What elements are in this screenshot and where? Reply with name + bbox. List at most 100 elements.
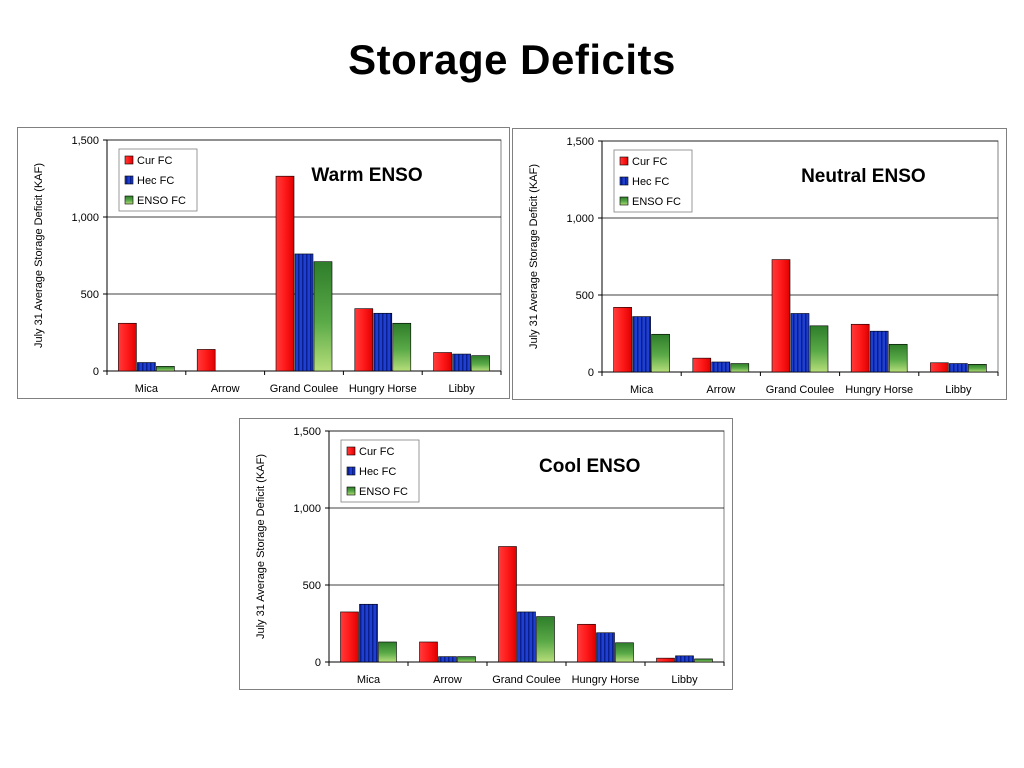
legend-swatch-enso xyxy=(346,486,356,496)
bar-hec-grand-coulee xyxy=(790,313,810,373)
bar-enso-libby xyxy=(968,364,987,373)
legend-swatch-enso xyxy=(619,196,629,206)
y-tick-label: 1,500 xyxy=(293,426,321,438)
legend-swatch-hec xyxy=(124,175,134,185)
bar-cur-grand-coulee xyxy=(771,259,791,373)
bar-enso-libby xyxy=(471,355,490,372)
y-tick-label: 1,000 xyxy=(71,212,99,224)
y-tick-label: 1,500 xyxy=(566,136,594,148)
x-tick-label: Libby xyxy=(671,674,698,686)
bar-hec-mica xyxy=(137,362,156,372)
bar-cur-mica xyxy=(340,611,359,663)
x-tick-label: Libby xyxy=(448,383,475,395)
chart-warm-enso: 0 500 1,000 1,500 Mica Arrow Grand Coulee Hungr… xyxy=(17,127,510,399)
bar-cur-arrow xyxy=(419,641,438,663)
chart-neutral-enso: 0 500 1,000 1,500 Mica Arrow Grand Coulee Hungr… xyxy=(512,128,1007,400)
bar-enso-hungry-horse xyxy=(392,322,412,372)
legend-swatch-cur xyxy=(619,156,629,166)
bar-cur-mica xyxy=(613,307,632,373)
bar-hec-grand-coulee xyxy=(294,253,314,372)
y-tick-label: 0 xyxy=(588,367,594,379)
legend-swatch-cur xyxy=(124,155,134,165)
chart-cool-enso-svg: 0 500 1,000 1,500 Mica Arrow Grand Coulee Hungr… xyxy=(255,426,725,686)
legend-label-hec: Hec FC xyxy=(359,466,396,478)
bar-cur-mica xyxy=(118,322,137,372)
y-tick-label: 500 xyxy=(81,289,99,301)
bar-cur-grand-coulee xyxy=(275,175,295,372)
x-tick-label: Grand Coulee xyxy=(492,674,561,686)
bar-enso-grand-coulee xyxy=(809,325,829,373)
chart-warm-enso-svg: 0 500 1,000 1,500 Mica Arrow Grand Coulee Hungr… xyxy=(33,135,502,395)
x-tick-label: Grand Coulee xyxy=(766,384,835,396)
x-tick-label: Arrow xyxy=(211,383,240,395)
bar-hec-libby xyxy=(452,353,471,372)
slide-title: Storage Deficits xyxy=(348,36,676,83)
x-tick-label: Libby xyxy=(945,384,972,396)
bar-cur-libby xyxy=(433,352,452,372)
legend-label-hec: Hec FC xyxy=(632,176,669,188)
y-tick-label: 500 xyxy=(303,580,321,592)
bar-cur-libby xyxy=(656,657,675,663)
bar-enso-mica xyxy=(651,333,670,373)
bar-enso-mica xyxy=(156,366,175,372)
bar-hec-mica xyxy=(359,603,378,663)
bar-enso-arrow xyxy=(457,656,476,663)
bar-enso-libby xyxy=(694,658,713,663)
bar-enso-hungry-horse xyxy=(888,343,908,373)
bar-hec-libby xyxy=(949,363,968,373)
legend-swatch-enso xyxy=(124,195,134,205)
y-tick-label: 1,000 xyxy=(566,213,594,225)
bar-cur-hungry-horse xyxy=(850,323,870,373)
chart-annotation-warm-enso: Warm ENSO xyxy=(311,165,422,186)
bar-hec-libby xyxy=(675,655,694,663)
bar-enso-grand-coulee xyxy=(536,616,555,663)
chart-neutral-enso-svg: 0 500 1,000 1,500 Mica Arrow Grand Coulee Hungr… xyxy=(528,136,999,396)
chart-annotation-cool-enso: Cool ENSO xyxy=(539,456,640,477)
bar-cur-libby xyxy=(930,362,949,373)
x-tick-label: Grand Coulee xyxy=(270,383,339,395)
legend-swatch-cur xyxy=(346,446,356,456)
bar-cur-grand-coulee xyxy=(498,546,517,663)
bar-cur-hungry-horse xyxy=(354,308,374,372)
legend-swatch-hec xyxy=(619,176,629,186)
bar-hec-grand-coulee xyxy=(517,611,536,663)
legend-label-enso: ENSO FC xyxy=(632,196,681,208)
x-tick-label: Mica xyxy=(357,674,381,686)
chart-annotation-neutral-enso: Neutral ENSO xyxy=(801,166,926,187)
legend-swatch-hec xyxy=(346,466,356,476)
x-tick-label: Hungry Horse xyxy=(349,383,417,395)
bar-hec-hungry-horse xyxy=(869,330,889,373)
bar-hec-arrow xyxy=(438,656,457,663)
bar-cur-arrow xyxy=(692,357,712,373)
x-tick-label: Mica xyxy=(135,383,159,395)
bar-cur-hungry-horse xyxy=(577,623,596,663)
bar-hec-hungry-horse xyxy=(596,632,615,663)
y-tick-label: 1,000 xyxy=(293,503,321,515)
legend-label-enso: ENSO FC xyxy=(359,486,408,498)
bar-enso-hungry-horse xyxy=(615,642,634,663)
legend-label-cur: Cur FC xyxy=(359,446,395,458)
x-tick-label: Hungry Horse xyxy=(845,384,913,396)
y-tick-label: 0 xyxy=(315,657,321,669)
legend-label-enso: ENSO FC xyxy=(137,195,186,207)
legend-label-cur: Cur FC xyxy=(632,156,668,168)
x-tick-label: Arrow xyxy=(433,674,462,686)
y-tick-label: 0 xyxy=(93,366,99,378)
bar-hec-mica xyxy=(632,316,651,373)
y-tick-label: 1,500 xyxy=(71,135,99,147)
bar-cur-arrow xyxy=(196,349,216,372)
x-tick-label: Hungry Horse xyxy=(572,674,640,686)
y-tick-label: 500 xyxy=(576,290,594,302)
x-tick-label: Mica xyxy=(630,384,654,396)
chart-cool-enso: 0 500 1,000 1,500 Mica Arrow Grand Coulee Hungr… xyxy=(239,418,733,690)
bar-enso-arrow xyxy=(730,363,750,373)
legend-label-hec: Hec FC xyxy=(137,175,174,187)
bar-hec-hungry-horse xyxy=(373,312,393,372)
y-axis-title: July 31 Average Storage Deficit (KAF) xyxy=(255,454,267,639)
bar-enso-grand-coulee xyxy=(313,261,333,372)
x-tick-label: Arrow xyxy=(706,384,735,396)
bar-enso-mica xyxy=(378,641,397,663)
y-axis-title: July 31 Average Storage Deficit (KAF) xyxy=(33,163,45,348)
y-axis-title: July 31 Average Storage Deficit (KAF) xyxy=(528,164,540,349)
bar-hec-arrow xyxy=(711,361,731,373)
